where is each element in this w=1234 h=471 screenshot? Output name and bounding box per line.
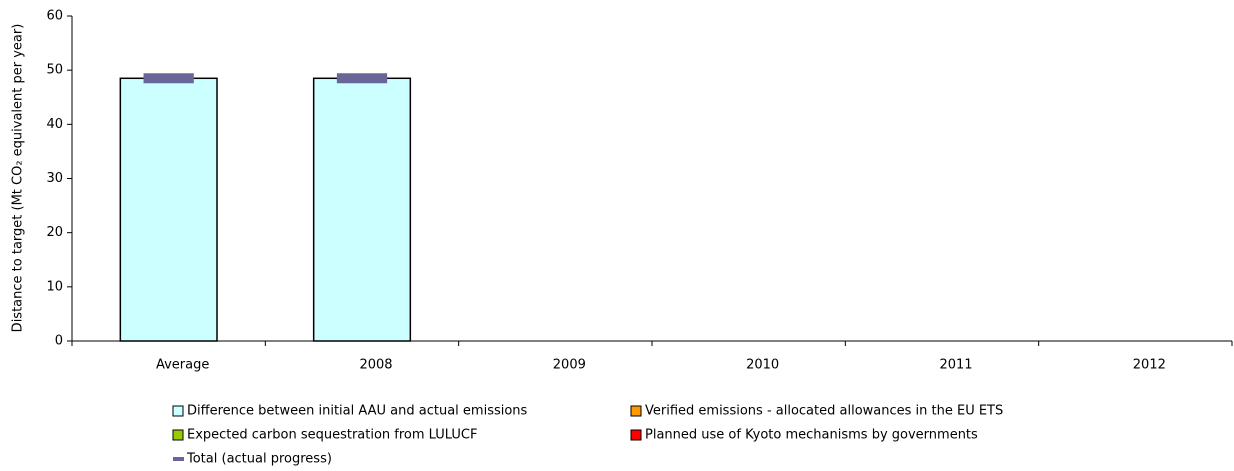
bar-segment [119,77,218,342]
bar-segment [312,77,412,342]
x-tick-label: 2010 [746,358,779,373]
legend-swatch [630,405,642,417]
legend-label: Difference between initial AAU and actua… [187,404,528,419]
legend-swatch [172,405,184,417]
x-tick-label: 2012 [1133,358,1166,373]
x-tick-label: 2009 [553,358,586,373]
x-tick-label: Average [156,358,209,373]
legend-label: Planned use of Kyoto mechanisms by gover… [645,428,978,443]
y-tick-label: 0 [55,334,63,349]
legend-label: Expected carbon sequestration from LULUC… [187,428,477,443]
legend-swatch [630,429,642,441]
y-tick-label: 50 [46,63,63,78]
legend-swatch [172,429,184,441]
legend-label: Total (actual progress) [186,452,332,467]
y-tick-label: 20 [46,225,63,240]
x-tick-label: 2008 [359,358,392,373]
x-tick-label: 2011 [939,358,972,373]
y-tick-label: 30 [46,171,63,186]
y-axis-title: Distance to target (Mt CO₂ equivalent pe… [11,24,26,333]
y-tick-label: 40 [46,117,63,132]
y-tick-label: 60 [46,9,63,24]
legend-label: Verified emissions - allocated allowance… [645,404,1003,419]
y-tick-label: 10 [46,279,63,294]
